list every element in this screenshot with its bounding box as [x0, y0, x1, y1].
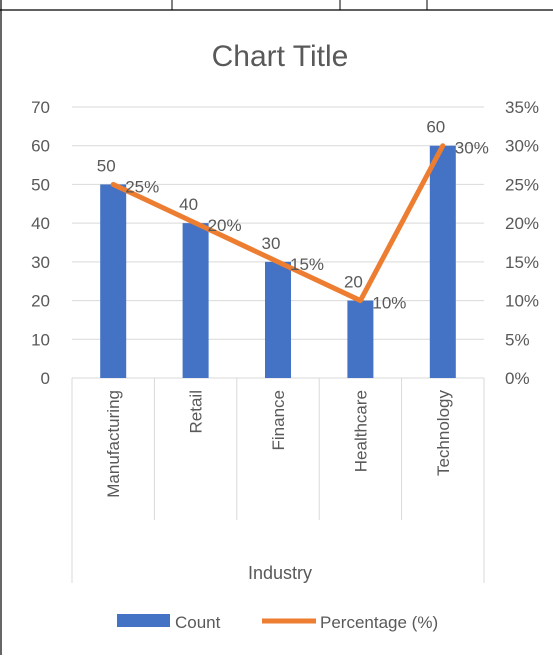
line-data-label: 10% — [372, 294, 406, 313]
bar — [429, 145, 456, 378]
legend: Count Percentage (%) — [117, 613, 438, 632]
bar — [100, 184, 127, 378]
right-axis-tick-label: 25% — [505, 175, 539, 194]
percentage-data-labels: 25% 20% 15% 10% 30% — [125, 139, 489, 313]
bar-data-label: 60 — [426, 118, 445, 137]
legend-percentage-label: Percentage (%) — [320, 613, 438, 632]
line-data-label: 25% — [125, 177, 159, 196]
line-data-label: 15% — [290, 255, 324, 274]
category-tick-label: Finance — [269, 390, 288, 450]
category-tick-label: Manufacturing — [104, 390, 123, 498]
category-tick-label: Technology — [434, 390, 453, 477]
left-axis-tick-label: 50 — [31, 175, 50, 194]
bar-data-label: 30 — [262, 234, 281, 253]
percentage-line — [110, 143, 446, 304]
chart-title: Chart Title — [212, 40, 349, 73]
right-axis-tick-label: 20% — [505, 214, 539, 233]
left-axis-tick-label: 60 — [31, 137, 50, 156]
left-axis-tick-label: 30 — [31, 253, 50, 272]
left-axis-tick-label: 20 — [31, 292, 50, 311]
right-axis: 0% 5% 10% 15% 20% 25% 30% 35% — [505, 98, 539, 388]
right-axis-tick-label: 30% — [505, 137, 539, 156]
bar-data-label: 20 — [344, 273, 363, 292]
bar — [182, 223, 209, 378]
bar-data-label: 40 — [179, 195, 198, 214]
left-axis-tick-label: 10 — [31, 330, 50, 349]
right-axis-tick-label: 15% — [505, 253, 539, 272]
line-data-label: 20% — [208, 216, 242, 235]
right-axis-tick-label: 0% — [505, 369, 530, 388]
category-tick-label: Retail — [187, 390, 206, 433]
left-axis: 0 10 20 30 40 50 60 70 — [31, 98, 50, 388]
right-axis-tick-label: 35% — [505, 98, 539, 117]
legend-count-label: Count — [175, 613, 221, 632]
category-tick-label: Healthcare — [351, 390, 370, 472]
line-data-label: 30% — [455, 139, 489, 158]
category-tick-labels: Manufacturing Retail Finance Healthcare Tech… — [104, 390, 453, 498]
legend-count-swatch — [117, 614, 170, 627]
x-axis-title: Industry — [248, 563, 312, 583]
count-data-labels: 50 40 30 20 60 — [97, 118, 446, 292]
left-axis-tick-label: 70 — [31, 98, 50, 117]
right-axis-tick-label: 10% — [505, 292, 539, 311]
category-separators — [71, 378, 485, 583]
count-bars — [100, 145, 456, 378]
left-axis-tick-label: 0 — [41, 369, 50, 388]
percentage-series-line — [110, 143, 446, 304]
bar-data-label: 50 — [97, 156, 116, 175]
bar — [265, 261, 291, 378]
right-axis-tick-label: 5% — [505, 330, 530, 349]
bar — [347, 300, 374, 378]
left-axis-tick-label: 40 — [31, 214, 50, 233]
